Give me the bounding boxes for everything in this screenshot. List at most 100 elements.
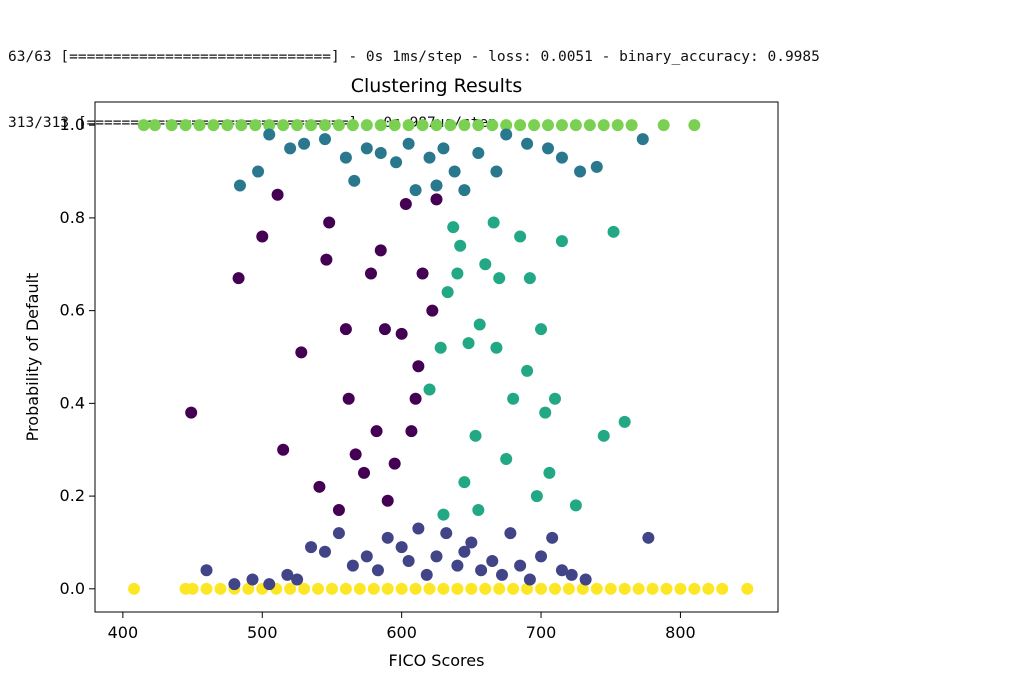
data-point: [542, 119, 555, 132]
data-point: [574, 165, 587, 178]
data-point: [409, 582, 422, 595]
data-point: [221, 119, 234, 132]
data-point: [360, 119, 373, 132]
data-point: [214, 582, 227, 595]
console-line: 63/63 [==============================] -…: [8, 49, 820, 65]
data-point: [374, 147, 387, 159]
data-point: [472, 119, 485, 132]
data-point: [284, 142, 297, 155]
data-point: [507, 392, 520, 405]
data-point: [200, 564, 213, 577]
data-point: [451, 267, 464, 280]
data-point: [496, 568, 509, 581]
data-point: [390, 156, 403, 169]
data-point: [597, 429, 610, 442]
data-point: [583, 119, 596, 132]
data-point: [367, 582, 380, 595]
data-point: [469, 429, 482, 442]
data-point: [441, 286, 454, 299]
data-point: [555, 119, 568, 132]
data-point: [493, 272, 506, 285]
data-point: [472, 504, 485, 516]
data-point: [185, 406, 198, 419]
data-point: [528, 119, 541, 132]
data-point: [381, 494, 394, 507]
data-point: [339, 151, 352, 164]
data-point: [395, 541, 408, 554]
data-point: [430, 550, 443, 563]
data-point: [430, 193, 443, 206]
data-point: [339, 582, 352, 595]
data-point: [281, 568, 294, 581]
data-point: [451, 559, 464, 572]
data-point: [342, 392, 355, 405]
data-point: [611, 119, 624, 132]
data-point: [523, 573, 536, 586]
data-point: [233, 179, 246, 192]
data-point: [486, 555, 499, 567]
data-point: [444, 119, 457, 132]
data-point: [465, 536, 478, 549]
data-point: [430, 119, 443, 132]
data-point: [165, 119, 178, 132]
data-point: [409, 184, 422, 197]
data-point: [434, 341, 447, 354]
data-point: [298, 582, 311, 595]
data-point: [235, 119, 248, 132]
data-point: [318, 545, 331, 558]
data-point: [332, 119, 345, 132]
data-point: [636, 133, 649, 146]
data-point: [451, 582, 464, 595]
data-point: [490, 341, 503, 354]
x-tick-label: 600: [386, 623, 417, 642]
data-point: [249, 119, 262, 132]
data-point: [388, 119, 401, 132]
data-point: [348, 174, 361, 187]
y-tick-label: 0.4: [60, 393, 85, 412]
data-point: [486, 119, 499, 132]
data-point: [277, 119, 290, 132]
data-point: [318, 133, 331, 146]
data-point: [458, 476, 471, 489]
points-layer: [128, 119, 754, 595]
data-point: [242, 582, 255, 595]
data-point: [416, 119, 429, 132]
data-point: [148, 119, 161, 132]
data-point: [523, 272, 536, 285]
data-point: [521, 364, 534, 377]
data-point: [420, 568, 433, 581]
data-point: [353, 582, 366, 595]
data-point: [674, 582, 687, 595]
data-point: [200, 582, 213, 595]
data-point: [562, 582, 575, 595]
data-point: [378, 323, 391, 336]
data-point: [479, 582, 492, 595]
data-point: [360, 142, 373, 155]
data-point: [405, 425, 418, 438]
data-point: [530, 490, 543, 503]
data-point: [416, 267, 429, 280]
data-point: [179, 119, 192, 132]
x-axis-label: FICO Scores: [389, 651, 485, 670]
data-point: [228, 578, 241, 591]
chart-container: Clustering Results 400 500 600 700 800 0.0 0.…: [0, 60, 1009, 681]
data-point: [426, 304, 439, 317]
data-point: [423, 151, 436, 164]
data-point: [263, 119, 276, 132]
data-point: [458, 545, 471, 558]
data-point: [504, 527, 517, 540]
data-point: [402, 137, 415, 150]
data-point: [702, 582, 715, 595]
data-point: [646, 582, 659, 595]
data-point: [607, 225, 620, 238]
plot-frame: [94, 101, 779, 613]
data-point: [546, 531, 559, 544]
data-point: [305, 541, 318, 554]
data-point: [569, 119, 582, 132]
data-point: [535, 550, 548, 563]
data-point: [507, 582, 520, 595]
data-point: [618, 582, 631, 595]
data-point: [555, 151, 568, 164]
data-point: [360, 550, 373, 563]
data-point: [295, 346, 308, 359]
